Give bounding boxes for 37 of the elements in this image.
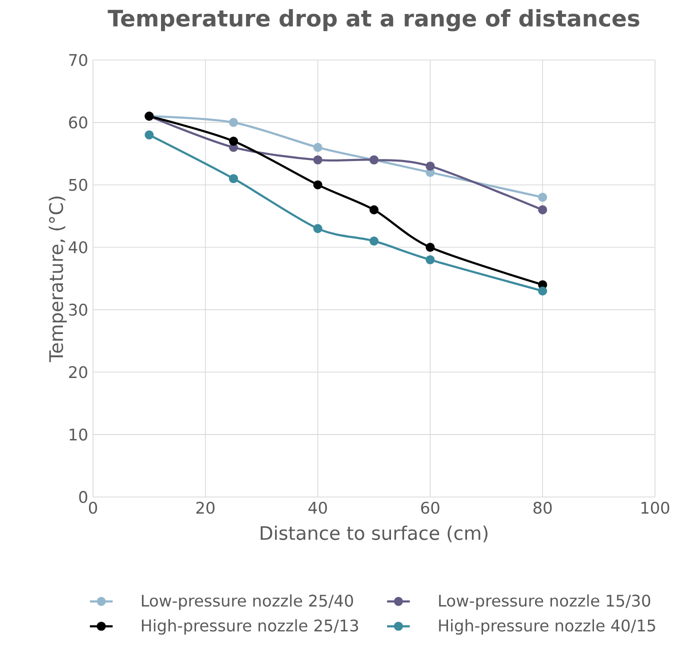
point [228,118,238,127]
legend-label: High-pressure nozzle 25/13 [142,619,358,635]
point [228,136,238,146]
y-tick-label: 0 [79,490,88,504]
y-tick-label: 40 [68,241,88,254]
point [538,192,548,202]
y-axis-title: Temperature, (°C) [48,196,67,362]
x-tick-label: 40 [308,502,327,514]
point [313,155,322,164]
point [538,205,548,214]
point [426,255,435,264]
point [313,180,322,190]
y-tick-label: 20 [69,366,88,378]
point [538,286,548,296]
y-tick-label: 50 [69,178,88,191]
y-tick-label: 60 [69,116,88,128]
legend-label: Low-pressure nozzle 15/30 [439,594,650,610]
point [369,205,379,214]
x-tick-label: 0 [88,502,98,514]
point [369,236,379,246]
y-tick-label: 10 [70,428,88,441]
x-tick-label: 80 [534,502,552,514]
x-tick-label: 100 [641,502,670,514]
chart-title: Temperature drop at a range of distances [108,9,640,32]
point [144,130,154,140]
point [228,174,238,184]
x-tick-label: 20 [196,502,215,514]
y-tick-label: 70 [69,54,88,66]
legend-label: Low-pressure nozzle 25/40 [142,594,354,610]
y-tick-label: 30 [69,304,88,316]
point [313,224,322,234]
point [426,242,435,252]
x-tick-label: 60 [421,502,440,514]
point [426,162,435,171]
point [313,142,322,152]
x-axis-title: Distance to surface (cm) [260,526,488,542]
legend-label: High-pressure nozzle 40/15 [439,619,656,635]
